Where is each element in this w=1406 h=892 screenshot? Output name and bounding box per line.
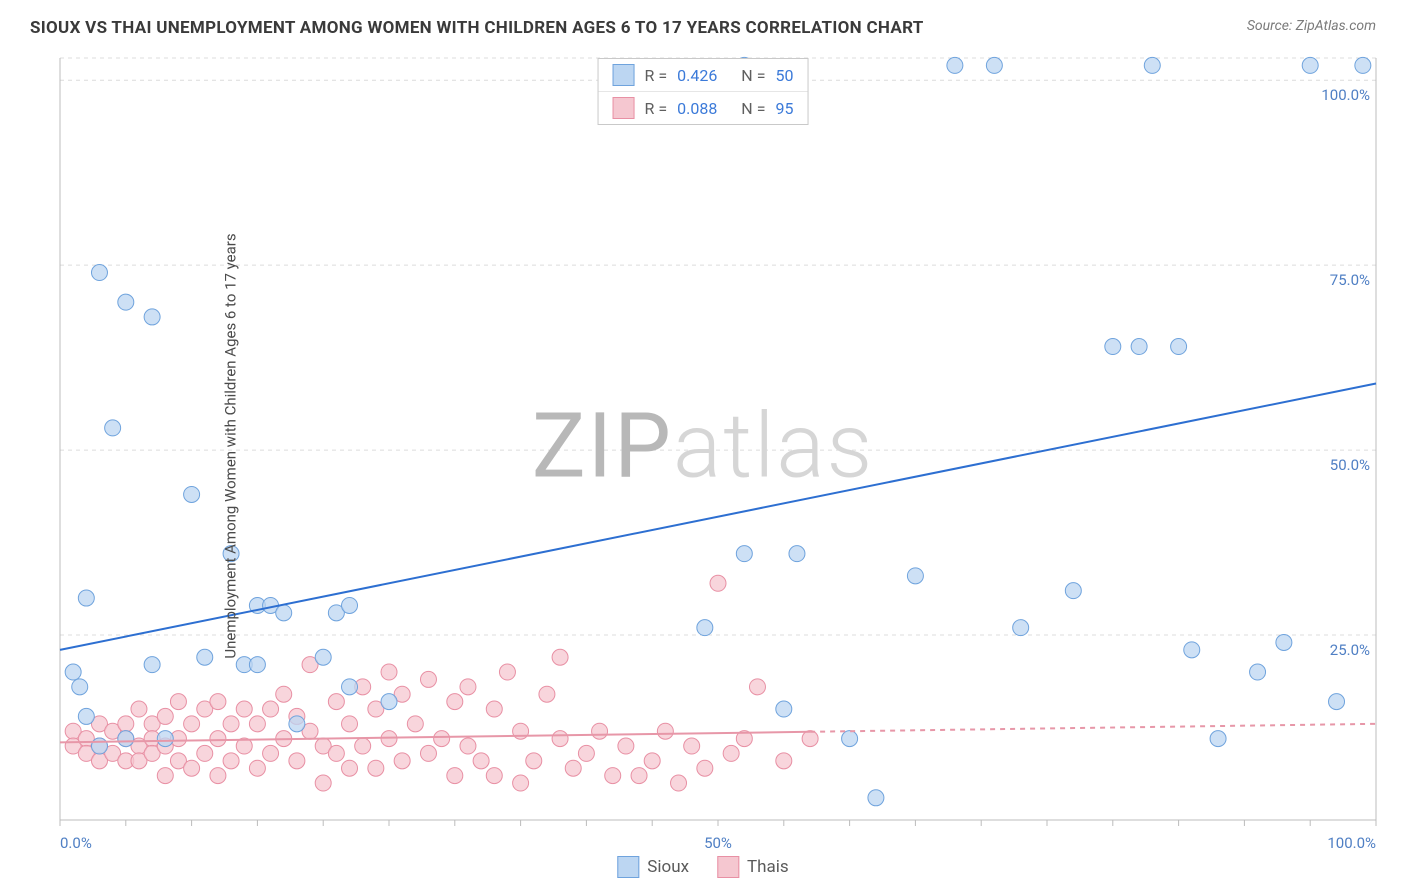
swatch-thais — [613, 97, 635, 119]
svg-text:75.0%: 75.0% — [1330, 271, 1370, 289]
legend-label: Thais — [747, 857, 789, 877]
svg-text:50.0%: 50.0% — [1330, 456, 1370, 474]
stat-n-label: N = — [741, 66, 765, 85]
stat-n-value: 95 — [775, 99, 793, 118]
stat-n-label: N = — [741, 99, 765, 118]
stat-n-value: 50 — [775, 66, 793, 85]
stats-row-sioux: R = 0.426 N = 50 — [599, 59, 808, 91]
svg-text:0.0%: 0.0% — [60, 834, 92, 852]
swatch-sioux — [613, 64, 635, 86]
series-legend: Sioux Thais — [617, 856, 788, 878]
legend-swatch-sioux — [617, 856, 639, 878]
chart-container: 25.0% 50.0% 75.0% 100.0% 0.0% 50% 100.0% — [0, 0, 1406, 892]
stats-row-thais: R = 0.088 N = 95 — [599, 91, 808, 124]
stat-r-value: 0.088 — [677, 99, 717, 118]
y-axis-label: Unemployment Among Women with Children A… — [222, 233, 240, 658]
legend-swatch-thais — [717, 856, 739, 878]
legend-item-sioux: Sioux — [617, 856, 689, 878]
stat-r-label: R = — [645, 66, 668, 85]
svg-text:50%: 50% — [704, 834, 732, 852]
stat-r-label: R = — [645, 99, 668, 118]
stat-r-value: 0.426 — [677, 66, 717, 85]
stats-legend: R = 0.426 N = 50 R = 0.088 N = 95 — [598, 58, 809, 125]
svg-text:100.0%: 100.0% — [1321, 86, 1370, 104]
legend-item-thais: Thais — [717, 856, 789, 878]
scatter-chart: 25.0% 50.0% 75.0% 100.0% 0.0% 50% 100.0% — [0, 0, 1406, 892]
svg-text:100.0%: 100.0% — [1327, 834, 1376, 852]
legend-label: Sioux — [647, 857, 689, 877]
svg-text:25.0%: 25.0% — [1330, 641, 1370, 659]
